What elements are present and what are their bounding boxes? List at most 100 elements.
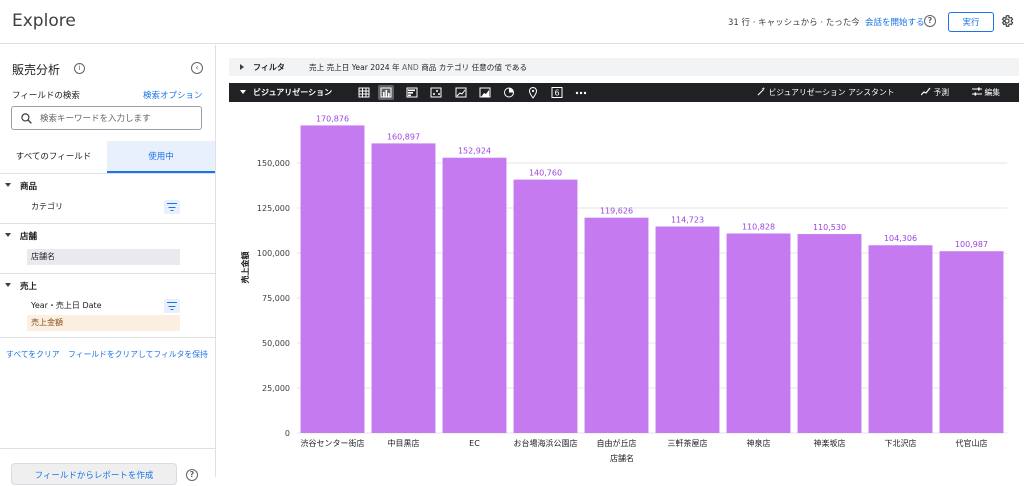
y-tick-label: 50,000: [262, 339, 290, 348]
pie-chart-icon[interactable]: [501, 85, 517, 100]
caret-down-icon: [5, 283, 11, 287]
search-input[interactable]: [40, 111, 198, 126]
bar: [442, 157, 507, 433]
filter-expression: 売上 売上日 Year 2024 年 AND 商品 カテゴリ 任意の値 である: [309, 62, 527, 73]
y-tick-label: 75,000: [262, 294, 290, 303]
group-sales[interactable]: 売上: [0, 279, 215, 295]
field-sales-date-year[interactable]: Year・売上日 Date: [31, 301, 102, 310]
x-tick-label: 代官山店: [956, 438, 988, 448]
app-title: Explore: [12, 11, 76, 31]
y-tick-label: 25,000: [262, 384, 290, 393]
bar: [371, 143, 436, 433]
query-status: 31 行 · キャッシュから · たった今: [728, 18, 860, 28]
y-tick-label: 0: [285, 429, 290, 438]
magic-wand-icon: [757, 87, 766, 96]
caret-right-icon: [240, 64, 244, 70]
y-axis-label: 売上金額: [240, 252, 250, 284]
more-icon[interactable]: [572, 85, 590, 100]
data-label: 119,626: [600, 207, 633, 216]
map-pin-icon[interactable]: [525, 85, 541, 100]
group-name: 商品: [20, 182, 38, 192]
bar: [655, 226, 720, 433]
data-label: 152,924: [458, 147, 491, 156]
x-tick-label: お台場海浜公園店: [514, 438, 578, 448]
x-axis-label: 店舗名: [610, 453, 634, 463]
y-tick-label: 125,000: [257, 204, 290, 213]
area-chart-icon[interactable]: [477, 85, 493, 100]
field-category[interactable]: カテゴリ: [31, 202, 63, 211]
forecast-button[interactable]: 予測: [920, 87, 950, 98]
field-sales-amount[interactable]: 売上金額: [27, 315, 180, 331]
tab-in-use[interactable]: 使用中: [107, 141, 215, 173]
visualization-title[interactable]: ビジュアリゼーション: [253, 88, 333, 97]
search-icon: [21, 113, 32, 124]
header: Explore 31 行 · キャッシュから · たった今 会話を開始する ? …: [0, 0, 1024, 44]
clear-fields-keep-filters-link[interactable]: フィールドをクリアしてフィルタを保持: [68, 350, 208, 359]
data-label: 114,723: [671, 215, 704, 224]
bar: [868, 245, 933, 433]
x-tick-label: 神泉店: [747, 438, 771, 448]
field-picker-sidebar: 販売分析 i ‹ フィールドの検索 検索オプション すべてのフィールド 使用中 …: [0, 45, 216, 485]
filter-icon[interactable]: [164, 200, 180, 214]
x-tick-label: 三軒茶屋店: [668, 438, 708, 448]
caret-down-icon: [5, 183, 11, 187]
create-report-button[interactable]: フィールドからレポートを作成: [11, 463, 177, 485]
forecast-icon: [920, 87, 931, 96]
info-icon[interactable]: i: [74, 63, 85, 74]
forecast-label: 予測: [933, 88, 950, 97]
search-label: フィールドの検索: [12, 91, 80, 101]
column-chart-icon[interactable]: [404, 85, 420, 100]
group-store[interactable]: 店舗: [0, 229, 215, 245]
data-label: 140,760: [529, 169, 562, 178]
single-value-glyph: 6: [554, 89, 559, 98]
line-chart-icon[interactable]: [453, 85, 469, 100]
field-store-name[interactable]: 店舗名: [27, 249, 180, 265]
x-tick-label: 自由が丘店: [597, 438, 637, 448]
x-tick-label: 中目黒店: [388, 438, 420, 448]
search-box: [11, 106, 202, 130]
gear-icon[interactable]: [1000, 14, 1014, 28]
filter-expr-and: AND: [402, 63, 419, 72]
bar: [300, 125, 365, 433]
collapse-sidebar-icon[interactable]: ‹: [191, 62, 203, 74]
edit-button[interactable]: 編集: [972, 87, 1000, 98]
scatter-icon[interactable]: [428, 85, 444, 100]
caret-down-icon: [5, 233, 11, 237]
start-session-link[interactable]: 会話を開始する: [865, 18, 925, 28]
table-icon[interactable]: [356, 85, 372, 100]
data-label: 110,530: [813, 223, 846, 232]
x-tick-label: 神楽坂店: [814, 438, 846, 448]
help-icon[interactable]: ?: [924, 15, 936, 27]
clear-all-link[interactable]: すべてをクリア: [6, 350, 60, 359]
bar: [797, 234, 862, 433]
caret-down-icon[interactable]: [240, 90, 246, 94]
filter-icon[interactable]: [164, 299, 180, 313]
bar-chart-icon[interactable]: [378, 85, 394, 100]
viz-assistant-button[interactable]: ビジュアリゼーション アシスタント: [757, 87, 895, 98]
help-icon[interactable]: ?: [186, 469, 198, 481]
data-label: 160,897: [387, 132, 420, 141]
bar: [726, 233, 791, 433]
divider: [0, 223, 215, 224]
group-product[interactable]: 商品: [0, 179, 215, 195]
divider: [0, 448, 215, 449]
bar: [513, 179, 578, 433]
divider: [0, 337, 215, 338]
group-name: 店舗: [20, 232, 38, 242]
filter-expr-part: 売上 売上日 Year 2024 年: [309, 63, 400, 72]
single-value-icon[interactable]: 6: [549, 85, 565, 100]
filter-title: フィルタ: [253, 63, 285, 72]
filter-section[interactable]: フィルタ 売上 売上日 Year 2024 年 AND 商品 カテゴリ 任意の値…: [229, 58, 1019, 76]
edit-label: 編集: [984, 88, 1001, 97]
search-options-link[interactable]: 検索オプション: [143, 91, 203, 101]
explore-name: 販売分析: [12, 63, 61, 77]
y-tick-label: 100,000: [257, 249, 290, 258]
run-button[interactable]: 実行: [948, 12, 994, 32]
viz-assistant-label: ビジュアリゼーション アシスタント: [768, 88, 895, 97]
data-label: 110,828: [742, 223, 775, 232]
bar: [584, 217, 649, 433]
x-tick-label: 下北沢店: [885, 438, 917, 448]
tab-all-fields[interactable]: すべてのフィールド: [15, 152, 92, 162]
filter-expr-part: 商品 カテゴリ 任意の値 である: [421, 63, 528, 72]
visualization-toolbar: ビジュアリゼーション 6 ビジュアリゼーション アシスタント 予測 編集: [229, 83, 1019, 102]
